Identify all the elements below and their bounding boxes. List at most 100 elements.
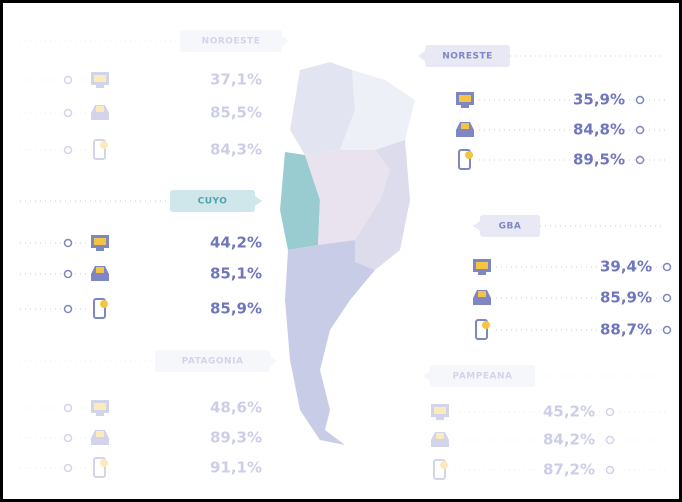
icon-stand — [96, 248, 104, 251]
icon-monitor — [431, 404, 449, 417]
region-label-box — [480, 215, 540, 237]
icon-stand — [461, 105, 469, 108]
map-noreste — [340, 70, 415, 150]
icon-screen — [434, 407, 446, 414]
region-label-tip — [270, 356, 277, 366]
map-centro — [305, 150, 390, 245]
bullet — [605, 465, 615, 475]
region: GBA 39,4% 85,9% 88,7% — [473, 215, 672, 340]
region-name: NORESTE — [442, 52, 493, 62]
stat-value: 84,2% — [543, 431, 595, 449]
region-label-tip — [418, 51, 425, 61]
stat-value: 48,6% — [210, 399, 262, 417]
icon-inbox — [473, 290, 491, 305]
icon-screen — [476, 262, 488, 269]
icon-dot — [100, 300, 108, 308]
icon-letter — [461, 123, 469, 129]
region: PAMPEANA 45,2% 84,2% 87,2% — [423, 365, 665, 480]
bullet — [662, 262, 672, 272]
icon-phone — [93, 139, 106, 160]
region-label-tip — [255, 196, 262, 206]
icon-screen — [94, 75, 106, 82]
region-label-box — [180, 30, 282, 52]
icon-inbox — [456, 122, 474, 137]
bullet — [635, 125, 645, 135]
stat-value: 84,8% — [573, 121, 625, 139]
stat-value: 88,7% — [600, 321, 652, 339]
icon-dot — [440, 461, 448, 469]
bullet — [63, 304, 73, 314]
icon-screen — [94, 238, 106, 245]
region: NORESTE 35,9% 84,8% 89,5% — [418, 45, 665, 170]
bullet — [63, 463, 73, 473]
stat-value: 89,5% — [573, 151, 625, 169]
icon-letter — [96, 267, 104, 273]
icon-screen — [94, 403, 106, 410]
region-name: NOROESTE — [202, 37, 261, 47]
stat-value: 37,1% — [210, 71, 262, 89]
bullet — [63, 403, 73, 413]
icon-stand — [96, 85, 104, 88]
map-pampeana — [355, 140, 410, 270]
bullet — [63, 145, 73, 155]
region-label-box — [430, 365, 535, 387]
region-label-box — [425, 45, 510, 67]
icon-dot — [100, 141, 108, 149]
icon-monitor — [91, 72, 109, 85]
stat-value: 89,3% — [210, 429, 262, 447]
stat-value: 87,2% — [543, 461, 595, 479]
icon-stand — [436, 417, 444, 420]
icon-stand — [478, 272, 486, 275]
icon-inbox — [91, 266, 109, 281]
map-cuyo — [280, 152, 320, 250]
map-noroeste — [290, 62, 355, 155]
bullet — [605, 435, 615, 445]
icon-letter — [96, 106, 104, 112]
stat-value: 45,2% — [543, 403, 595, 421]
stat-value: 84,3% — [210, 141, 262, 159]
region-label-box — [155, 350, 270, 372]
region-label-tip — [282, 36, 289, 46]
bullet — [63, 433, 73, 443]
bullet — [635, 95, 645, 105]
bullet — [63, 269, 73, 279]
bullet — [63, 75, 73, 85]
region-label-tip — [423, 371, 430, 381]
region: NOROESTE 37,1% 85,5% 84,3% — [20, 30, 289, 160]
region-name: PATAGONIA — [182, 357, 244, 367]
icon-inbox — [91, 430, 109, 445]
bullet — [635, 155, 645, 165]
stat-value: 85,5% — [210, 104, 262, 122]
icon-dot — [100, 459, 108, 467]
stat-value: 91,1% — [210, 459, 262, 477]
icon-dot — [482, 321, 490, 329]
region-name: CUYO — [198, 197, 228, 207]
map-patagonia — [285, 240, 375, 445]
stat-value: 85,1% — [210, 265, 262, 283]
icon-inbox — [91, 105, 109, 120]
region-name: GBA — [499, 222, 522, 232]
region-name: PAMPEANA — [453, 372, 513, 382]
icon-phone — [433, 459, 446, 480]
icon-monitor — [91, 400, 109, 413]
map — [280, 62, 415, 445]
region-label-tip — [473, 221, 480, 231]
region-label-box — [170, 190, 255, 212]
bullet — [63, 108, 73, 118]
icon-stand — [96, 413, 104, 416]
icon-phone — [93, 457, 106, 478]
stat-value: 85,9% — [600, 289, 652, 307]
stat-value: 39,4% — [600, 258, 652, 276]
icon-letter — [478, 291, 486, 297]
bullet — [662, 325, 672, 335]
stat-value: 85,9% — [210, 300, 262, 318]
stat-value: 44,2% — [210, 234, 262, 252]
icon-dot — [465, 151, 473, 159]
bullet — [605, 407, 615, 417]
bullet — [63, 238, 73, 248]
bullet — [662, 293, 672, 303]
stat-value: 35,9% — [573, 91, 625, 109]
icon-letter — [436, 433, 444, 439]
icon-letter — [96, 431, 104, 437]
